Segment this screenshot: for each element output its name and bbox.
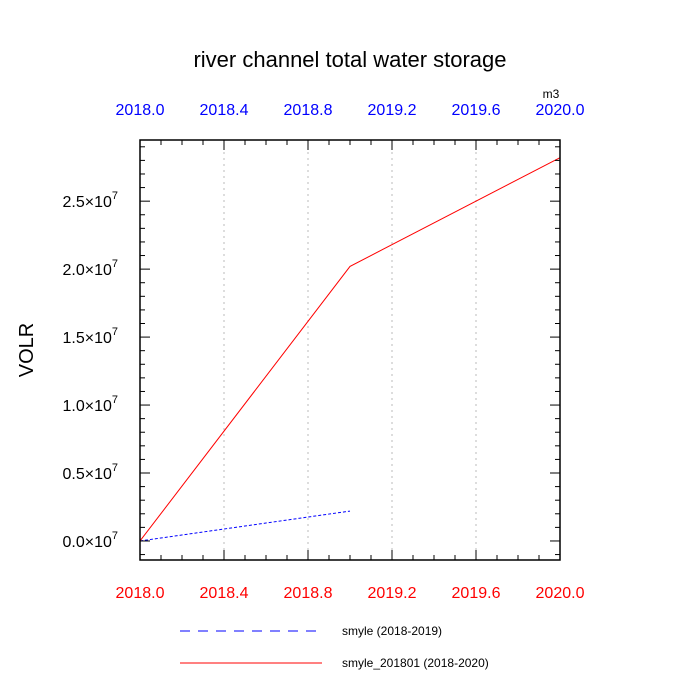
y-tick-label: 0.0×107 <box>62 530 118 551</box>
x-tick-label-top: 2020.0 <box>536 102 585 119</box>
tick-labels: 2018.0 2018.0 2018.4 2018.4 2018.8 2018.8 2019… <box>62 102 584 602</box>
x-tick-label-bottom: 2020.0 <box>536 585 585 602</box>
legend-label: smyle_201801 (2018-2020) <box>342 656 489 670</box>
y-tick-label: 2.0×107 <box>62 258 118 279</box>
y-tick-label: 0.5×107 <box>62 462 118 483</box>
x-tick-label-bottom: 2018.8 <box>284 585 333 602</box>
grid-lines <box>223 140 477 560</box>
legend: smyle (2018-2019) smyle_201801 (2018-2020… <box>180 624 489 670</box>
y-axis-label: VOLR <box>16 323 38 377</box>
x-tick-label-top: 2018.8 <box>284 102 333 119</box>
axis-ticks <box>139 140 561 560</box>
x-tick-label-top: 2019.6 <box>452 102 501 119</box>
x-tick-label-bottom: 2019.6 <box>452 585 501 602</box>
series-lines <box>139 157 561 542</box>
x-tick-label-top: 2018.0 <box>116 102 165 119</box>
chart-title: river channel total water storage <box>193 47 506 72</box>
x-tick-label-top: 2018.4 <box>200 102 249 119</box>
units-label: m3 <box>543 87 560 101</box>
legend-label: smyle (2018-2019) <box>342 624 442 638</box>
plot-frame <box>139 139 561 561</box>
y-tick-label: 1.0×107 <box>62 394 118 415</box>
y-tick-label: 2.5×107 <box>62 190 118 211</box>
x-tick-label-bottom: 2018.4 <box>200 585 249 602</box>
y-tick-label: 1.5×107 <box>62 326 118 347</box>
x-tick-label-top: 2019.2 <box>368 102 417 119</box>
series-line <box>139 157 561 542</box>
x-tick-label-bottom: 2018.0 <box>116 585 165 602</box>
x-tick-label-bottom: 2019.2 <box>368 585 417 602</box>
series-line <box>139 510 351 542</box>
